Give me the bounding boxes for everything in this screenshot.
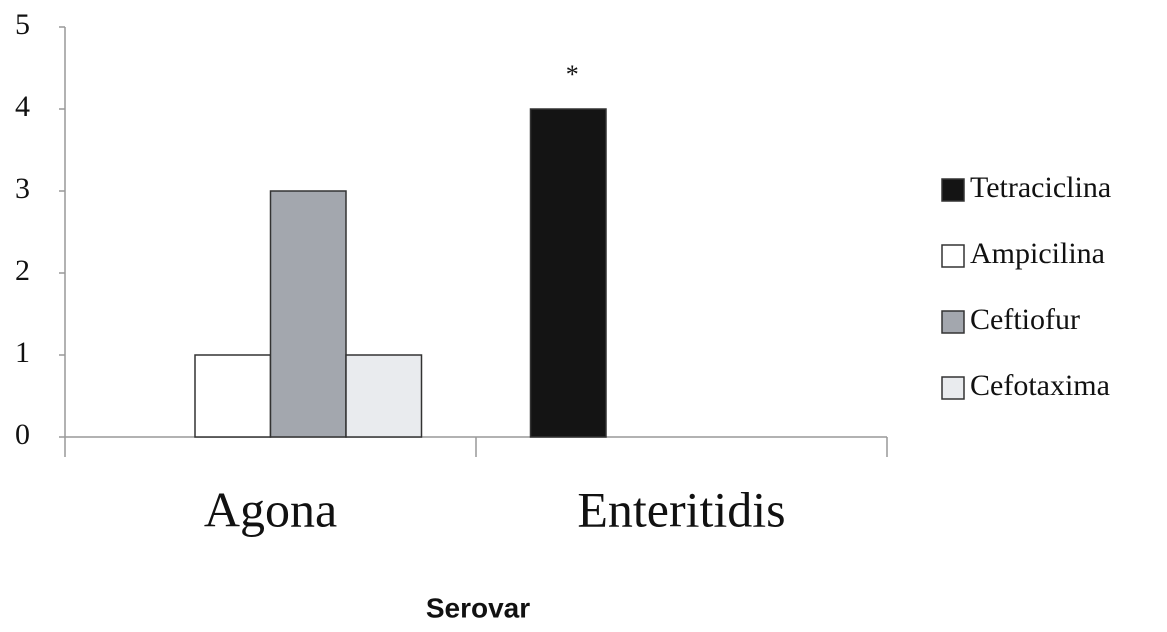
legend-label: Ampicilina [970, 237, 1105, 270]
annotation: * [566, 60, 579, 89]
x-axis-label: Serovar [426, 592, 530, 623]
y-tick-label: 0 [15, 418, 30, 451]
bar [529, 108, 607, 438]
legend-swatch [941, 376, 965, 400]
legend-swatch [941, 310, 965, 334]
y-tick-label: 2 [15, 254, 30, 287]
legend-label: Tetraciclina [970, 171, 1111, 204]
legend-swatch [941, 178, 965, 202]
bar [194, 354, 272, 438]
y-tick-label: 4 [15, 90, 30, 123]
legend-label: Ceftiofur [970, 303, 1080, 336]
x-tick-label: Enteritidis [577, 481, 785, 537]
bar [269, 190, 347, 438]
legend-label: Cefotaxima [970, 369, 1110, 402]
x-tick-label: Agona [204, 481, 337, 537]
y-tick-label: 1 [15, 336, 30, 369]
y-tick-label: 5 [15, 8, 30, 41]
y-tick-label: 3 [15, 172, 30, 205]
legend-swatch [941, 244, 965, 268]
bar [345, 354, 423, 438]
